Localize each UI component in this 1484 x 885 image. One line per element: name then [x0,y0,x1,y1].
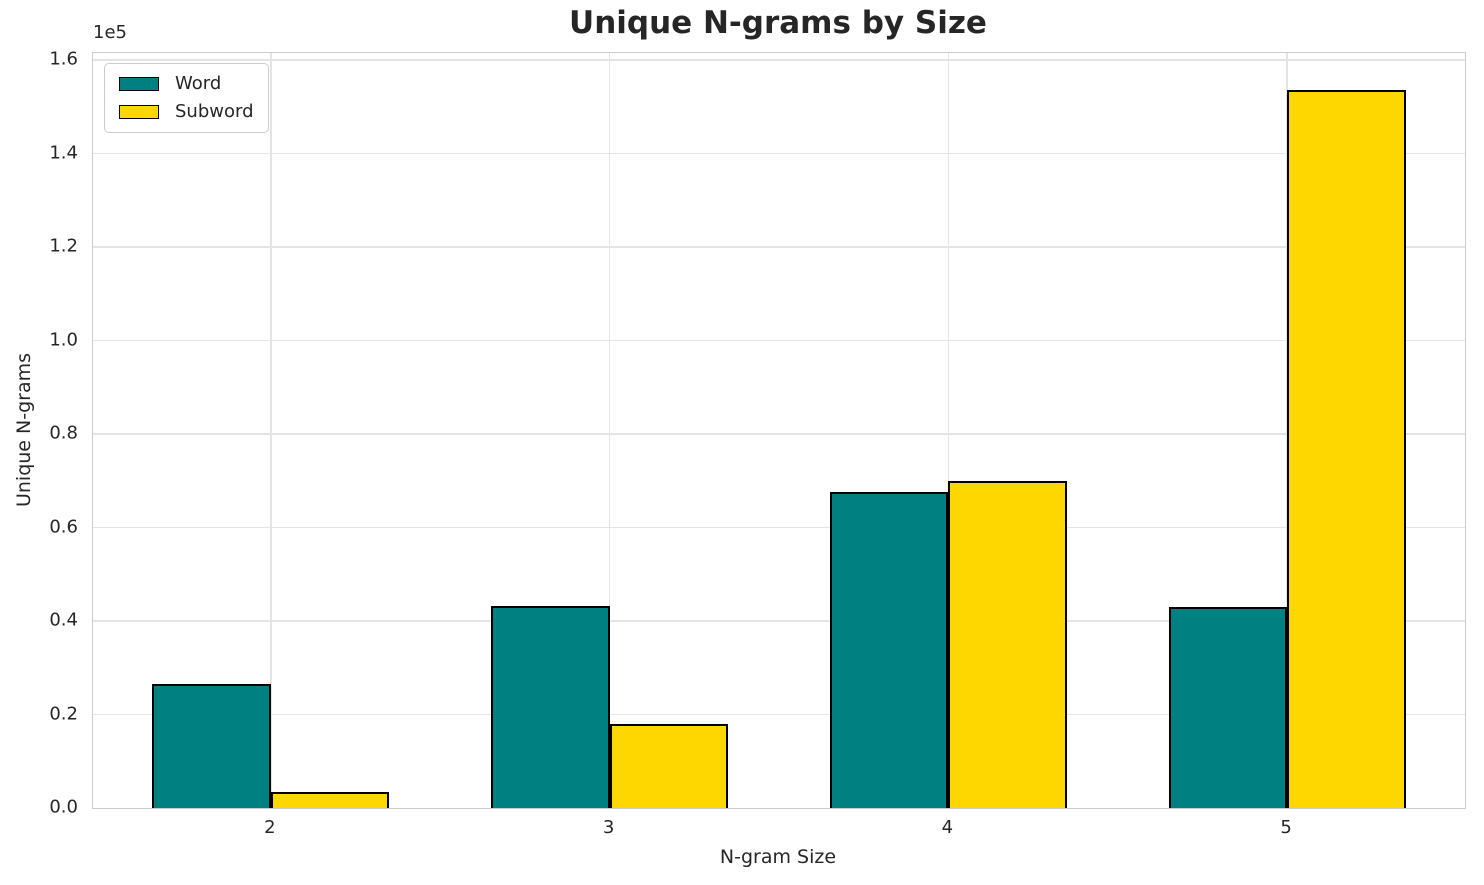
y-tick-label: 1.4 [49,142,78,163]
y-tick-label: 1.6 [49,48,78,70]
y-gridline [93,620,1465,622]
y-tick-label: 1.0 [49,329,78,350]
y-gridline [93,59,1465,61]
y-tick-label: 0.6 [49,516,78,537]
x-gridline [608,53,611,808]
x-axis-label: N-gram Size [719,846,837,868]
x-gridline [947,53,950,808]
y-gridline [93,246,1465,248]
y-gridline [93,713,1465,716]
bar-word-4 [829,492,949,808]
legend-label-word: Word [175,73,222,94]
legend-item-word: Word [119,73,254,95]
plot-area [92,52,1466,809]
x-tick-label: 5 [1280,817,1292,838]
bar-subword-5 [1287,90,1406,808]
y-axis-offset-text: 1e5 [93,22,127,43]
x-tick-label: 2 [264,817,276,838]
legend-item-subword: Subword [119,100,254,123]
y-gridline [93,433,1465,435]
bar-subword-3 [609,723,729,808]
y-tick-label: 0.2 [49,703,78,724]
y-gridline [93,339,1465,342]
x-gridline [270,53,272,808]
bar-subword-2 [270,792,390,808]
y-tick-label: 0.8 [49,422,78,444]
y-tick-label: 0.4 [49,609,78,631]
x-tick-label: 4 [941,817,954,838]
bar-word-2 [152,684,271,808]
bar-word-5 [1168,606,1288,808]
chart-title: Unique N-grams by Size [569,5,987,41]
x-tick-label: 3 [602,817,615,838]
subword-series-swatch [119,105,159,120]
word-series-swatch [119,77,159,92]
y-tick-label: 0.0 [49,796,78,818]
bar-word-3 [491,605,610,808]
y-tick-label: 1.2 [49,235,78,257]
bar-subword-4 [948,480,1067,808]
legend: Word Subword [104,63,269,134]
y-gridline [93,526,1465,529]
y-gridline [93,152,1465,155]
legend-label-subword: Subword [175,100,254,122]
